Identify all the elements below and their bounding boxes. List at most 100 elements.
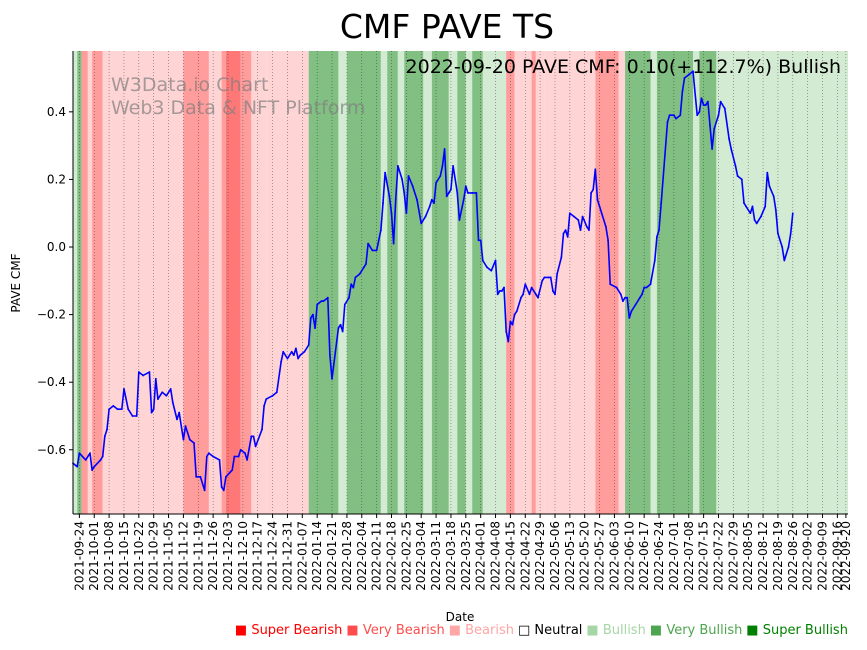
x-tick-label-20: 2022-02-11: [370, 521, 384, 591]
data-point-72: [314, 327, 316, 330]
y-tick-label-1: −0.4: [37, 375, 66, 389]
regime-band-32: [595, 51, 619, 514]
data-point-48: [237, 455, 240, 458]
data-point-46: [231, 469, 234, 471]
data-point-184: [639, 296, 641, 299]
data-point-49: [239, 448, 242, 451]
data-point-25: [157, 398, 159, 400]
data-point-179: [624, 296, 626, 299]
legend-marker-0: ■: [235, 623, 251, 638]
data-point-121: [458, 219, 461, 221]
x-tick-label-19: 2022-02-04: [355, 521, 369, 591]
data-point-161: [568, 212, 571, 215]
data-point-160: [566, 235, 569, 238]
x-tick-label-22: 2022-02-25: [399, 521, 413, 591]
data-point-33: [184, 425, 187, 428]
data-point-14: [120, 408, 123, 411]
data-point-235: [787, 246, 790, 248]
data-point-220: [743, 202, 745, 204]
data-point-177: [619, 293, 622, 296]
data-point-12: [112, 404, 115, 407]
data-point-2: [78, 452, 81, 455]
data-point-207: [704, 104, 707, 106]
data-point-47: [233, 455, 236, 458]
x-tick-label-2: 2021-10-08: [102, 521, 116, 591]
legend: ■ Super Bearish ■ Very Bearish ■ Bearish □ …: [235, 623, 848, 638]
x-tick-label-25: 2022-03-18: [444, 521, 458, 591]
x-tick-label-38: 2022-06-17: [637, 521, 651, 591]
data-point-130: [486, 266, 488, 269]
data-point-141: [513, 313, 516, 316]
data-point-233: [781, 246, 784, 248]
x-tick-label-14: 2021-12-31: [280, 521, 294, 591]
data-point-103: [405, 212, 408, 215]
data-point-1: [76, 465, 79, 468]
x-tick-label-50: 2022-09-09: [816, 521, 830, 591]
x-tick-label-4: 2021-10-22: [132, 521, 146, 591]
data-point-24: [154, 377, 157, 380]
data-point-139: [509, 320, 512, 323]
data-point-76: [326, 296, 329, 299]
regime-band-36: [656, 51, 693, 514]
data-point-107: [420, 222, 423, 225]
legend-item-6: ■ Super Bullish: [746, 623, 848, 638]
data-point-19: [137, 371, 140, 373]
data-point-155: [554, 293, 556, 296]
x-tick-label-10: 2021-12-03: [221, 521, 235, 591]
regime-band-39: [716, 51, 848, 514]
data-point-27: [165, 394, 168, 397]
data-point-95: [384, 171, 387, 174]
data-point-96: [388, 195, 391, 198]
data-point-58: [271, 394, 274, 397]
legend-marker-6: ■: [746, 623, 762, 638]
data-point-66: [297, 357, 299, 360]
data-point-144: [522, 293, 525, 296]
x-tick-label-3: 2021-10-15: [117, 521, 131, 591]
data-point-167: [588, 229, 590, 232]
regime-band-20: [423, 51, 432, 514]
watermark-line-1: W3Data.io Chart: [111, 74, 268, 96]
data-point-79: [337, 327, 340, 330]
data-point-197: [675, 117, 677, 120]
x-tick-label-32: 2022-05-06: [548, 521, 562, 591]
vertical-gridlines: [79, 51, 847, 514]
data-point-67: [299, 354, 302, 357]
data-point-106: [416, 198, 418, 201]
data-point-21: [148, 371, 151, 373]
x-tick-label-12: 2021-12-17: [251, 521, 265, 591]
data-point-211: [713, 127, 716, 130]
x-tick-label-45: 2022-08-05: [741, 521, 755, 591]
data-point-126: [475, 192, 478, 194]
data-point-108: [424, 215, 427, 218]
regime-band-5: [102, 51, 184, 514]
data-point-143: [520, 296, 522, 299]
data-point-39: [205, 455, 208, 458]
data-point-38: [203, 489, 206, 492]
data-point-234: [783, 259, 786, 262]
data-point-91: [371, 249, 374, 252]
y-tick-label-2: −0.2: [37, 308, 66, 322]
data-point-26: [161, 391, 164, 394]
data-point-23: [152, 408, 155, 411]
x-tick-label-13: 2021-12-24: [266, 521, 280, 591]
data-point-109: [428, 205, 431, 208]
data-point-154: [551, 290, 554, 292]
x-tick-label-11: 2021-12-10: [236, 521, 250, 591]
x-tick-label-31: 2022-04-29: [533, 521, 547, 591]
data-point-124: [467, 192, 469, 194]
data-point-165: [581, 215, 584, 218]
data-point-174: [607, 239, 609, 242]
data-point-132: [494, 259, 497, 262]
y-tick-label-4: 0.2: [47, 172, 66, 186]
data-point-227: [764, 205, 767, 208]
data-point-17: [131, 415, 134, 417]
data-point-136: [503, 286, 505, 289]
data-point-75: [322, 300, 325, 302]
legend-item-1: ■ Very Bearish: [346, 623, 444, 638]
legend-marker-4: ■: [586, 623, 602, 638]
data-point-74: [320, 300, 323, 302]
data-point-225: [755, 222, 758, 225]
data-point-142: [515, 310, 518, 313]
